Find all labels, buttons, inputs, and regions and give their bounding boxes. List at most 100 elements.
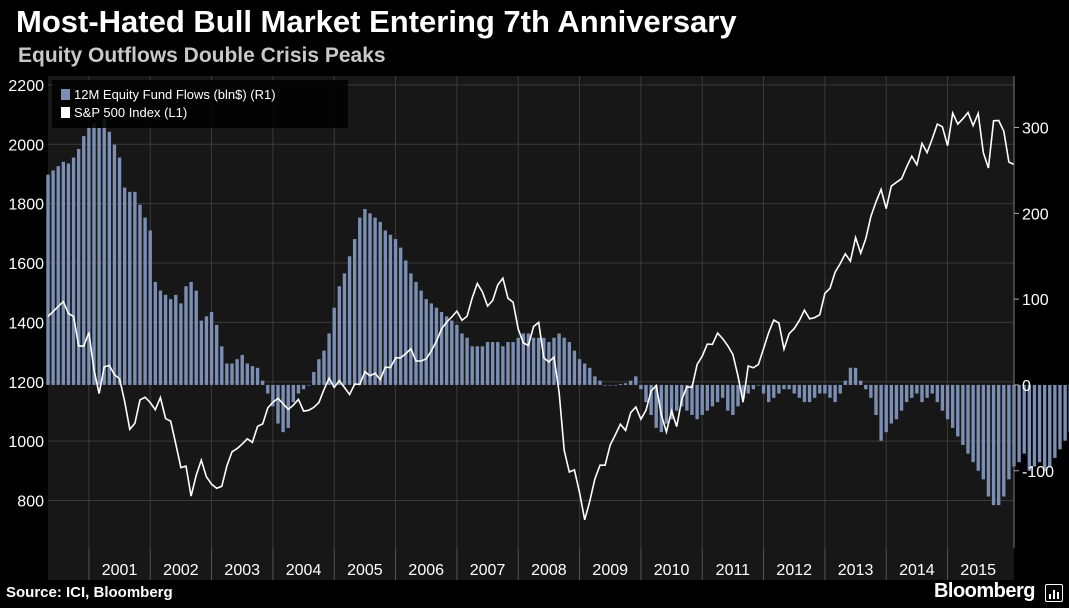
flow-bar bbox=[736, 384, 740, 407]
flow-bar bbox=[920, 384, 924, 403]
flow-bar bbox=[61, 161, 66, 385]
flow-bar bbox=[910, 384, 914, 398]
flow-bar bbox=[572, 350, 577, 385]
left-tick-label: 1400 bbox=[8, 315, 44, 332]
x-tick-label: 2011 bbox=[716, 562, 751, 579]
flow-bar bbox=[567, 342, 572, 385]
flow-bar bbox=[1017, 384, 1021, 463]
flow-bar bbox=[312, 372, 316, 385]
flow-bar bbox=[807, 384, 812, 403]
flow-bar bbox=[214, 324, 219, 385]
flow-bar bbox=[608, 384, 612, 386]
flow-bar bbox=[424, 299, 428, 385]
footer: Source: ICI, Bloomberg Bloomberg bbox=[0, 580, 1069, 608]
flow-bar bbox=[623, 383, 628, 385]
flow-bar bbox=[66, 163, 71, 385]
flow-bar bbox=[107, 131, 112, 385]
flow-bar bbox=[347, 256, 352, 385]
chart-canvas: 800 1000 1200 1400 1600 1800 2000 2200 -100 0 100… bbox=[8, 76, 1069, 580]
flow-bar bbox=[812, 384, 817, 398]
flow-bar bbox=[260, 380, 265, 385]
flow-bar bbox=[56, 166, 60, 385]
right-tick-label: 0 bbox=[1022, 378, 1031, 395]
flow-bar bbox=[317, 359, 321, 385]
flow-bar bbox=[322, 350, 326, 385]
flow-bar bbox=[168, 299, 173, 385]
flow-bar bbox=[470, 346, 474, 385]
flow-bar bbox=[843, 380, 848, 385]
flow-bar bbox=[710, 384, 715, 407]
flow-bar bbox=[51, 170, 55, 385]
flow-bar bbox=[327, 333, 331, 385]
flow-bar bbox=[153, 281, 158, 385]
flow-bar bbox=[802, 384, 807, 403]
flows-bars bbox=[46, 118, 1069, 506]
right-tick-label: 100 bbox=[1022, 292, 1049, 309]
flow-bar bbox=[184, 286, 188, 385]
flow-bar bbox=[1042, 384, 1047, 471]
flow-bar bbox=[506, 342, 510, 385]
flow-bar bbox=[404, 260, 408, 385]
x-tick-label: 2009 bbox=[592, 562, 628, 579]
flow-bar bbox=[986, 384, 991, 497]
flow-bar bbox=[664, 384, 669, 424]
legend-label-sp500: S&P 500 Index (L1) bbox=[74, 105, 187, 120]
x-tick-label: 2005 bbox=[347, 562, 383, 579]
flow-bar bbox=[644, 384, 648, 403]
flow-bar bbox=[337, 286, 342, 385]
flow-bar bbox=[383, 230, 388, 385]
flow-bar bbox=[930, 384, 934, 394]
flow-bar bbox=[874, 384, 878, 415]
legend: 12M Equity Fund Flows (bln$) (R1) S&P 50… bbox=[52, 80, 348, 128]
flow-bar bbox=[1032, 384, 1037, 467]
flow-bar bbox=[777, 384, 781, 394]
flow-bar bbox=[1022, 384, 1026, 454]
flow-bar bbox=[598, 380, 602, 385]
flow-bar bbox=[695, 384, 699, 420]
flow-bar bbox=[772, 384, 776, 398]
flow-bar bbox=[363, 209, 367, 385]
flow-bar bbox=[460, 333, 464, 385]
bar-chart-icon bbox=[1045, 584, 1063, 602]
legend-label-flows: 12M Equity Fund Flows (bln$) (R1) bbox=[74, 87, 276, 102]
flow-bar bbox=[669, 384, 674, 420]
flow-bar bbox=[368, 213, 372, 385]
flow-bar bbox=[1048, 384, 1052, 467]
right-tick-label: 300 bbox=[1022, 120, 1049, 137]
flow-bar bbox=[935, 384, 940, 403]
brand-logo: Bloomberg bbox=[933, 580, 1036, 602]
x-axis: 2001 2002 2003 2004 2005 2006 2007 2008 2009 2010… bbox=[88, 548, 996, 580]
flow-bar bbox=[899, 384, 904, 411]
flow-bar bbox=[393, 239, 398, 385]
flow-bar bbox=[726, 384, 730, 411]
flow-bar bbox=[342, 273, 347, 385]
flow-bar bbox=[332, 307, 336, 385]
flow-bar bbox=[245, 363, 250, 385]
flow-bar bbox=[961, 384, 965, 446]
flow-bar bbox=[220, 346, 224, 385]
flow-bar bbox=[128, 191, 132, 385]
flow-bar bbox=[439, 312, 444, 385]
x-tick-label: 2007 bbox=[470, 562, 506, 579]
flow-bar bbox=[731, 384, 735, 415]
flow-bar bbox=[956, 384, 960, 437]
flow-bar bbox=[485, 342, 490, 385]
x-tick-label: 2001 bbox=[102, 562, 138, 579]
left-tick-label: 2200 bbox=[8, 78, 44, 95]
flow-bar bbox=[450, 320, 454, 385]
plot-area bbox=[48, 76, 1014, 580]
x-tick-label: 2004 bbox=[286, 562, 322, 579]
flow-bar bbox=[705, 384, 710, 411]
flow-bar bbox=[444, 316, 449, 385]
flow-bar bbox=[306, 384, 311, 386]
flow-bar bbox=[603, 384, 607, 386]
flow-bar bbox=[490, 342, 495, 385]
flow-bar bbox=[787, 384, 791, 390]
x-tick-label: 2006 bbox=[408, 562, 444, 579]
flow-bar bbox=[117, 157, 122, 385]
left-tick-label: 1200 bbox=[8, 375, 44, 392]
flow-bar bbox=[179, 303, 183, 385]
flow-bar bbox=[158, 290, 163, 385]
flow-bar bbox=[71, 157, 76, 385]
flow-bar bbox=[46, 174, 50, 385]
